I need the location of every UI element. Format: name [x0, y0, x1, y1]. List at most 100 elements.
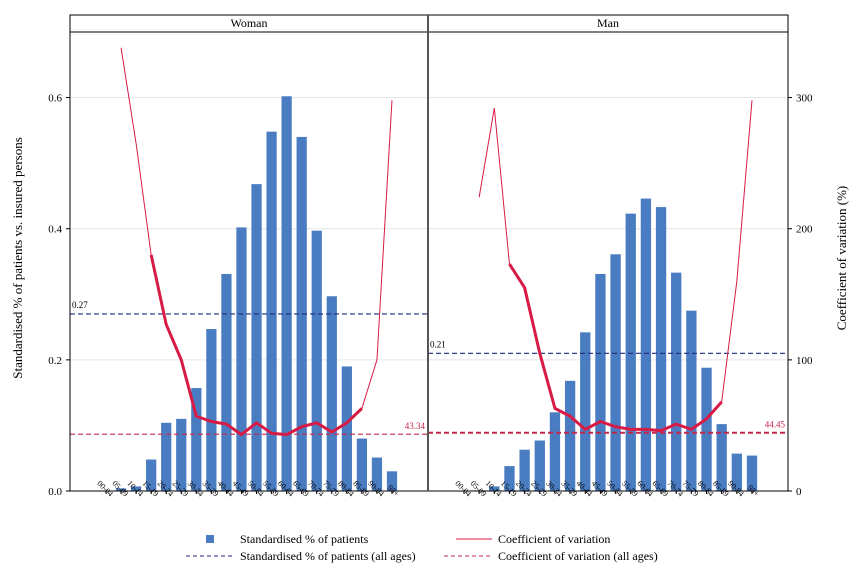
x-tick-label-woman-65-69: 65-69	[291, 479, 311, 499]
x-tick-label-man-05-09: 05-09	[469, 479, 489, 499]
y-axis-title: Standardised % of patients vs. insured p…	[10, 137, 25, 379]
y2-tick-label-1: 100	[796, 355, 813, 367]
bar-woman-05-09	[115, 488, 127, 491]
bar-man-20-24	[519, 449, 530, 491]
cv-line-thick-man	[508, 263, 723, 433]
bar-man-55-59	[625, 213, 636, 491]
bar-woman-45-49	[236, 227, 247, 491]
x-tick-label-man-85-89: 85-89	[711, 479, 731, 499]
bar-woman-80-84	[341, 366, 352, 491]
x-tick-label-man-30-34: 30-34	[544, 479, 564, 499]
panel-title-man: Man	[597, 16, 619, 30]
legend-label-ref-pct: Standardised % of patients (all ages)	[240, 549, 416, 563]
reference-lines: 0.27 43.34 0.21 44.45	[70, 300, 788, 435]
x-tick-label-man-60-64: 60-64	[635, 479, 655, 499]
bar-woman-10-14	[130, 486, 142, 491]
x-tick-label-man-55-59: 55-59	[620, 479, 640, 499]
y2-tick-label-2: 200	[796, 224, 813, 236]
bar-woman-65-69	[296, 136, 307, 491]
x-tick-label-woman-85-89: 85-89	[351, 479, 371, 499]
x-tick-label-woman-15-19: 15-19	[141, 479, 161, 499]
ref-label-pct-man: 0.21	[430, 339, 446, 349]
bar-man-90-94	[731, 453, 742, 491]
ref-label-cv-man: 44.45	[765, 420, 786, 430]
bar-woman-90-94	[371, 457, 383, 491]
plot-frame: Woman Man	[69, 14, 789, 492]
legend-label-ref-cv: Coefficient of variation (all ages)	[498, 549, 658, 563]
x-tick-label-woman-90-94: 90-94	[366, 479, 386, 499]
grid-lines	[70, 97, 788, 361]
bar-man-35-39	[564, 380, 576, 491]
ref-label-cv-woman: 43.34	[405, 421, 426, 431]
bar-man-25-29	[534, 440, 545, 491]
x-tick-label-man-90-94: 90-94	[726, 479, 746, 499]
bar-man-75-79	[686, 310, 697, 491]
ref-label-pct-woman: 0.27	[72, 300, 88, 310]
x-tick-label-man-70-74: 70-74	[666, 479, 686, 499]
x-tick-label-woman-75-79: 75-79	[321, 479, 341, 499]
bar-man-85-89	[716, 424, 727, 491]
x-tick-label-woman-25-29: 25-29	[171, 479, 191, 499]
bar-man-15-19	[504, 466, 515, 491]
bar-man-80-84	[701, 367, 712, 491]
legend-label-bars: Standardised % of patients	[240, 532, 369, 546]
x-tick-label-man-25-29: 25-29	[529, 479, 549, 499]
y2-tick-label-0: 0	[796, 486, 802, 498]
x-tick-label-man-65-69: 65-69	[650, 479, 670, 499]
x-tick-label-woman-00-04: 00-04	[95, 479, 115, 499]
x-tick-label-woman-55-59: 55-59	[261, 479, 281, 499]
x-tick-label-man-75-79: 75-79	[681, 479, 701, 499]
bar-man-50-54	[610, 254, 621, 491]
bar-woman-35-39	[206, 329, 217, 491]
x-tick-label-woman-10-14: 10-14	[125, 479, 145, 499]
bar-man-45-49	[595, 273, 606, 491]
y-tick-label-2: 0.4	[48, 224, 62, 236]
x-tick-label-man-80-84: 80-84	[696, 479, 716, 499]
bar-woman-75-79	[326, 296, 337, 491]
y-tick-label-1: 0.2	[48, 355, 62, 367]
x-tick-label-woman-50-54: 50-54	[246, 479, 266, 499]
bar-woman-60-64	[281, 96, 292, 491]
bar-woman-70-74	[311, 230, 322, 491]
x-tick-label-woman-40-44: 40-44	[216, 479, 236, 499]
bar-man-60-64	[640, 198, 652, 491]
x-tick-label-woman-60-64: 60-64	[276, 479, 296, 499]
x-tick-label-man-40-44: 40-44	[575, 479, 595, 499]
bar-woman-20-24	[161, 422, 172, 491]
bar-woman-85-89	[356, 438, 368, 491]
bar-man-10-14	[489, 486, 500, 491]
y2-axis-title: Coefficient of variation (%)	[834, 186, 849, 331]
bar-man-40-44	[580, 332, 591, 491]
legend-swatch-bars	[206, 535, 214, 543]
x-tick-label-man-15-19: 15-19	[499, 479, 519, 499]
x-tick-label-woman-80-84: 80-84	[336, 479, 356, 499]
x-tick-label-woman-20-24: 20-24	[156, 479, 176, 499]
bar-woman-55-59	[266, 131, 277, 491]
y-tick-label-0: 0.0	[48, 486, 62, 498]
bar-man-30-34	[549, 412, 561, 491]
x-tick-label-man-00-04: 00-04	[453, 479, 473, 499]
bar-woman-25-29	[176, 418, 187, 491]
bar-woman-30-34	[191, 388, 202, 491]
x-tick-label-woman-30-34: 30-34	[186, 479, 206, 499]
bar-man-65-69	[655, 207, 667, 491]
x-tick-label-man-45-49: 45-49	[590, 479, 610, 499]
legend-label-cv: Coefficient of variation	[498, 532, 610, 546]
cv-line-thick-woman	[149, 254, 363, 437]
x-tick-label-man-20-24: 20-24	[514, 479, 534, 499]
panel-title-woman: Woman	[230, 16, 267, 30]
cv-lines	[120, 47, 753, 437]
y-tick-label-3: 0.6	[48, 93, 62, 105]
legend: Standardised % of patients Coefficient o…	[186, 532, 658, 563]
x-tick-label-man-10-14: 10-14	[484, 479, 504, 499]
x-tick-label-woman-70-74: 70-74	[306, 479, 326, 499]
bars	[115, 96, 758, 491]
x-tick-label-woman-05-09: 05-09	[110, 479, 130, 499]
x-tick-label-woman-35-39: 35-39	[201, 479, 221, 499]
bar-woman-95+	[386, 471, 398, 491]
bar-man-70-74	[671, 272, 682, 491]
x-tick-label-woman-45-49: 45-49	[231, 479, 251, 499]
bar-man-95+	[746, 455, 758, 491]
bar-woman-15-19	[146, 459, 157, 491]
